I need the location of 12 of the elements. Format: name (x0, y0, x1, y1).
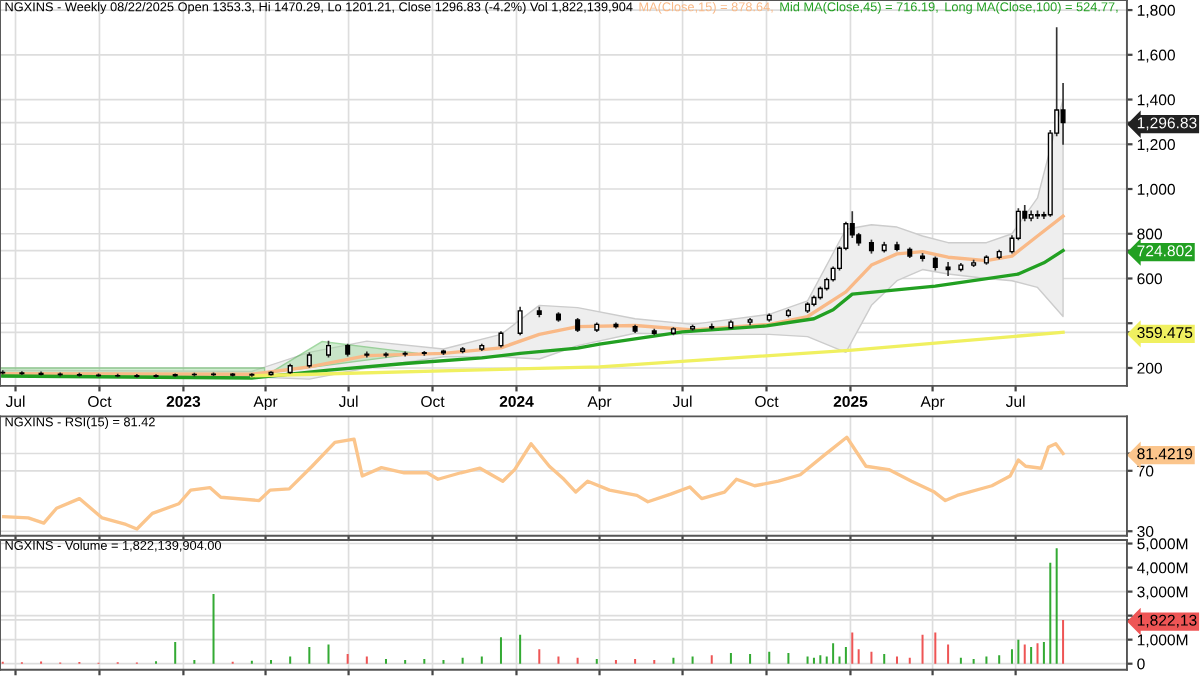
candlestick (1060, 82, 1066, 145)
candlestick (364, 351, 370, 358)
line-series (1, 214, 1065, 376)
line-series (1, 248, 1065, 380)
candlestick (945, 261, 951, 276)
candlestick (709, 323, 715, 330)
candlestick (402, 351, 408, 357)
line-series (1, 435, 1065, 531)
candlestick (613, 322, 619, 329)
candlestick (383, 352, 389, 358)
line-series (250, 330, 1065, 378)
candlestick (517, 306, 523, 336)
